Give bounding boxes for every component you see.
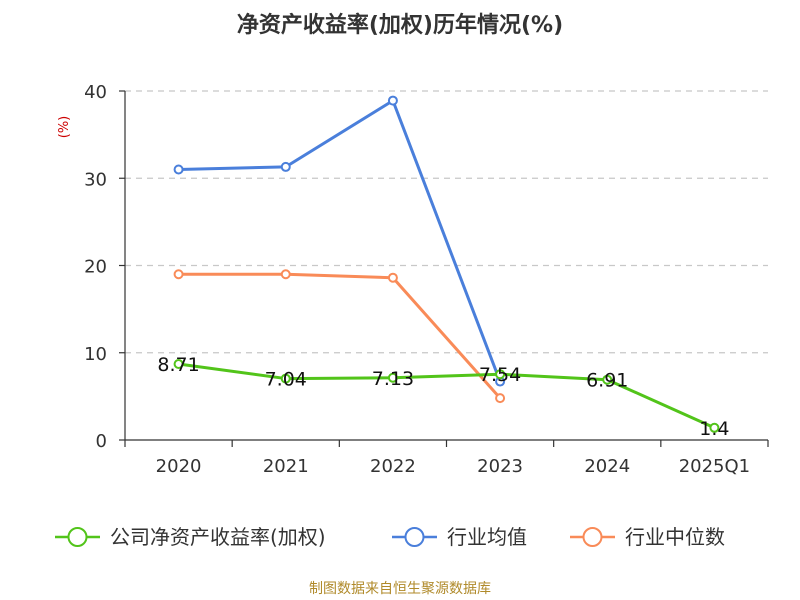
source-note: 制图数据来自恒生聚源数据库 [309,581,491,597]
x-tick-label: 2024 [584,456,630,477]
data-label: 8.71 [157,354,199,376]
legend: 公司净资产收益率(加权) 行业均值 行业中位数 [55,525,725,549]
legend-marker [404,527,425,547]
y-axis-unit: (%) [57,116,72,139]
data-labels: 8.71 7.04 7.13 7.54 6.91 1.4 [157,354,729,440]
y-tick-label: 0 [96,431,107,452]
data-label: 7.54 [479,364,521,386]
data-point [173,269,184,280]
legend-label: 行业均值 [447,525,527,549]
legend-label: 公司净资产收益率(加权) [110,525,326,549]
data-label: 7.04 [265,369,307,391]
data-point [495,369,506,380]
data-label: 6.91 [586,370,628,392]
legend-item: 公司净资产收益率(加权) [55,525,326,549]
data-point [387,372,398,383]
legend-marker [582,527,603,547]
y-tick-label: 20 [84,257,107,278]
legend-label: 行业中位数 [625,525,725,549]
series-line [178,272,502,400]
data-point [280,269,291,280]
data-label: 7.13 [372,368,414,390]
data-point [495,393,506,404]
axes: 0 10 20 30 40 2020 2021 2022 2023 2024 2025Q1 [84,82,769,477]
data-point [709,422,720,433]
data-point [280,161,291,172]
data-point [602,374,613,385]
grid-lines [125,90,768,354]
data-point [173,359,184,370]
legend-item: 行业均值 [392,525,527,549]
data-point [173,164,184,175]
series-line [178,99,502,383]
data-point [280,373,291,384]
x-tick-label: 2023 [477,456,523,477]
x-tick-label: 2022 [370,456,416,477]
chart-title: 净资产收益率(加权)历年情况(%) [237,12,563,38]
legend-marker [67,527,88,547]
data-point [387,272,398,283]
data-label: 1.4 [699,418,729,440]
y-tick-label: 40 [84,82,107,103]
y-tick-label: 30 [84,169,107,190]
series-layer [173,95,720,433]
x-tick-label: 2025Q1 [679,456,750,477]
x-tick-label: 2020 [156,456,202,477]
series-line [178,362,716,430]
y-tick-label: 10 [84,344,107,365]
data-point [387,95,398,106]
legend-item: 行业中位数 [570,525,725,549]
x-tick-label: 2021 [263,456,309,477]
